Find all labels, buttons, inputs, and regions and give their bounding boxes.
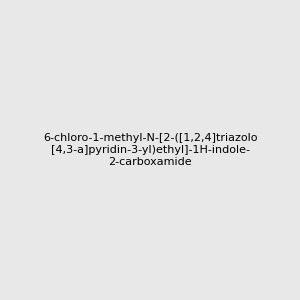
Text: 6-chloro-1-methyl-N-[2-([1,2,4]triazolo
[4,3-a]pyridin-3-yl)ethyl]-1H-indole-
2-: 6-chloro-1-methyl-N-[2-([1,2,4]triazolo …: [43, 134, 257, 166]
